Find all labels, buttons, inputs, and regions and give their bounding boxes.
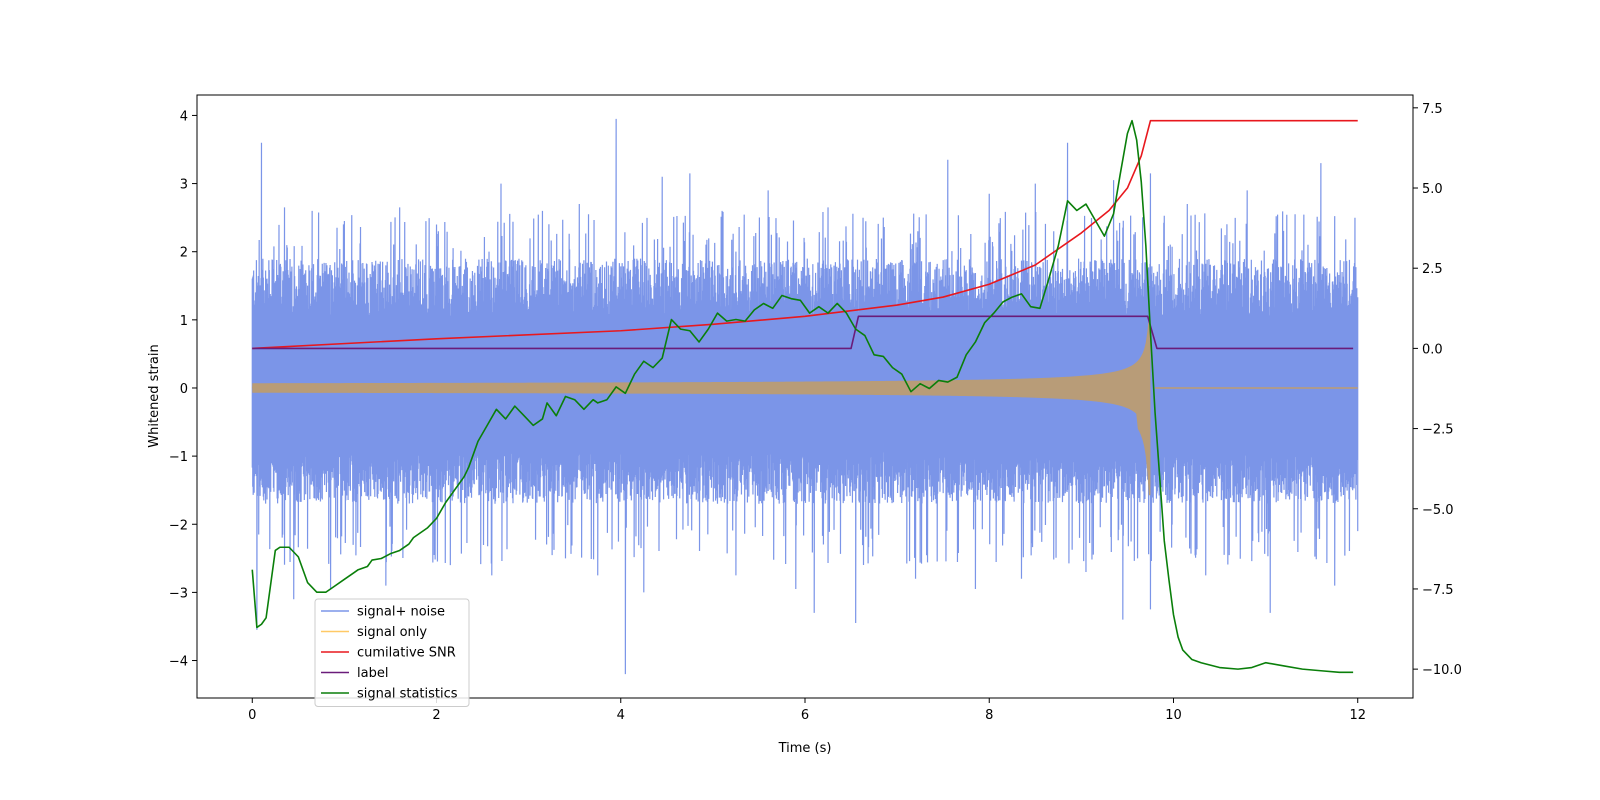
- legend-label: signal statistics: [357, 687, 458, 702]
- x-tick-label: 0: [248, 708, 256, 723]
- legend-box: [314, 598, 470, 707]
- legend-label: cumilative SNR: [357, 646, 456, 661]
- x-axis-label: Time (s): [778, 741, 832, 756]
- legend-label: label: [357, 666, 388, 681]
- y-tick-label: 3: [180, 178, 188, 193]
- x-tick-label: 6: [801, 708, 809, 723]
- series-cumulative-snr: [252, 119, 1358, 350]
- plot-area: [251, 118, 1359, 675]
- y-tick-label: 1: [180, 314, 188, 329]
- series-signal-noise: [251, 118, 1359, 675]
- x-tick-label: 10: [1165, 708, 1182, 723]
- legend-label: signal+ noise: [357, 605, 445, 620]
- legend-label: signal only: [357, 625, 427, 640]
- y2-tick-label: 7.5: [1422, 102, 1443, 117]
- y-tick-label: −3: [169, 586, 188, 601]
- y2-tick-label: −5.0: [1422, 503, 1454, 518]
- x-tick-label: 12: [1349, 708, 1366, 723]
- y2-tick-label: −7.5: [1422, 583, 1454, 598]
- axes: 0 2 4 6 8 10 12−4−3−2−101234−10.0−7.5−5.0−2.50…: [169, 102, 1462, 723]
- y2-tick-label: 2.5: [1422, 262, 1443, 277]
- y2-tick-label: −2.5: [1422, 423, 1454, 438]
- y-axis-label: Whitened strain: [147, 344, 162, 447]
- x-tick-label: 4: [617, 708, 625, 723]
- y-tick-label: 2: [180, 246, 188, 261]
- x-tick-label: 8: [985, 708, 993, 723]
- y2-tick-label: −10.0: [1422, 663, 1462, 678]
- legend: signal+ noise signal only cumilative SNR la…: [314, 598, 470, 707]
- y2-tick-label: 5.0: [1422, 182, 1443, 197]
- x-tick-label: 2: [432, 708, 440, 723]
- y-tick-label: −4: [169, 655, 188, 670]
- series-signal-only-oscillation: [251, 383, 622, 393]
- y-tick-label: 0: [180, 382, 188, 397]
- y-tick-label: −1: [169, 450, 188, 465]
- series-signal-statistics: [251, 119, 1354, 674]
- series-label: [252, 315, 1354, 350]
- y-tick-label: 4: [180, 109, 188, 124]
- y2-tick-label: 0.0: [1422, 342, 1443, 357]
- y-tick-label: −2: [169, 518, 188, 533]
